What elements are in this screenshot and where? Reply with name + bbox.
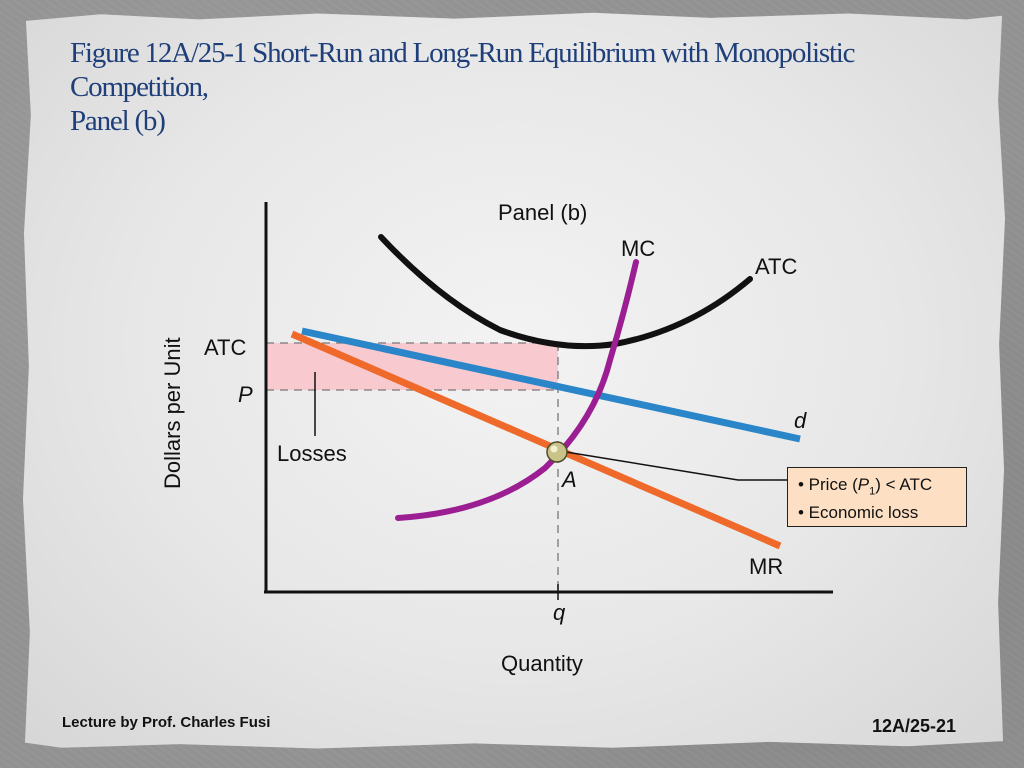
slide-title: Figure 12A/25-1 Short-Run and Long-Run E… — [70, 36, 990, 138]
atc-curve — [378, 234, 753, 350]
callout-price-var: P — [857, 475, 870, 494]
mr-curve — [290, 330, 782, 550]
callout-line-1: • Price (P1) < ATC — [798, 474, 966, 502]
panel-label: Panel (b) — [498, 200, 587, 225]
point-a-marker — [546, 441, 568, 463]
footer-lecturer: Lecture by Prof. Charles Fusi — [62, 714, 271, 731]
x-axis-label: Quantity — [501, 651, 583, 676]
demand-curve — [301, 327, 801, 443]
callout-box: • Price (P1) < ATC • Economic loss — [787, 467, 967, 527]
footer-slide-number: 12A/25-21 — [872, 716, 957, 736]
callout-line-2: • Economic loss — [798, 503, 919, 523]
y-tick-p: P — [238, 382, 253, 407]
title-line-2: Competition, — [70, 71, 209, 103]
title-line-1: Figure 12A/25-1 Short-Run and Long-Run E… — [70, 37, 856, 69]
d-label: d — [794, 408, 807, 433]
y-tick-atc: ATC — [204, 335, 246, 360]
callout-price-sub: 1 — [869, 485, 876, 498]
callout-suffix: ) < ATC — [875, 475, 933, 494]
losses-label: Losses — [277, 441, 347, 466]
callout-leader — [565, 451, 788, 481]
mr-label: MR — [749, 554, 783, 579]
atc-curve-label: ATC — [755, 254, 797, 279]
y-axis-label: Dollars per Unit — [160, 337, 185, 489]
x-tick-q: q — [553, 600, 566, 625]
mc-curve — [395, 259, 639, 521]
callout-prefix: • Price ( — [798, 475, 858, 494]
point-a-highlight — [550, 445, 558, 453]
title-line-3: Panel (b) — [70, 105, 166, 137]
point-a-label: A — [560, 467, 577, 492]
mc-label: MC — [621, 236, 655, 261]
